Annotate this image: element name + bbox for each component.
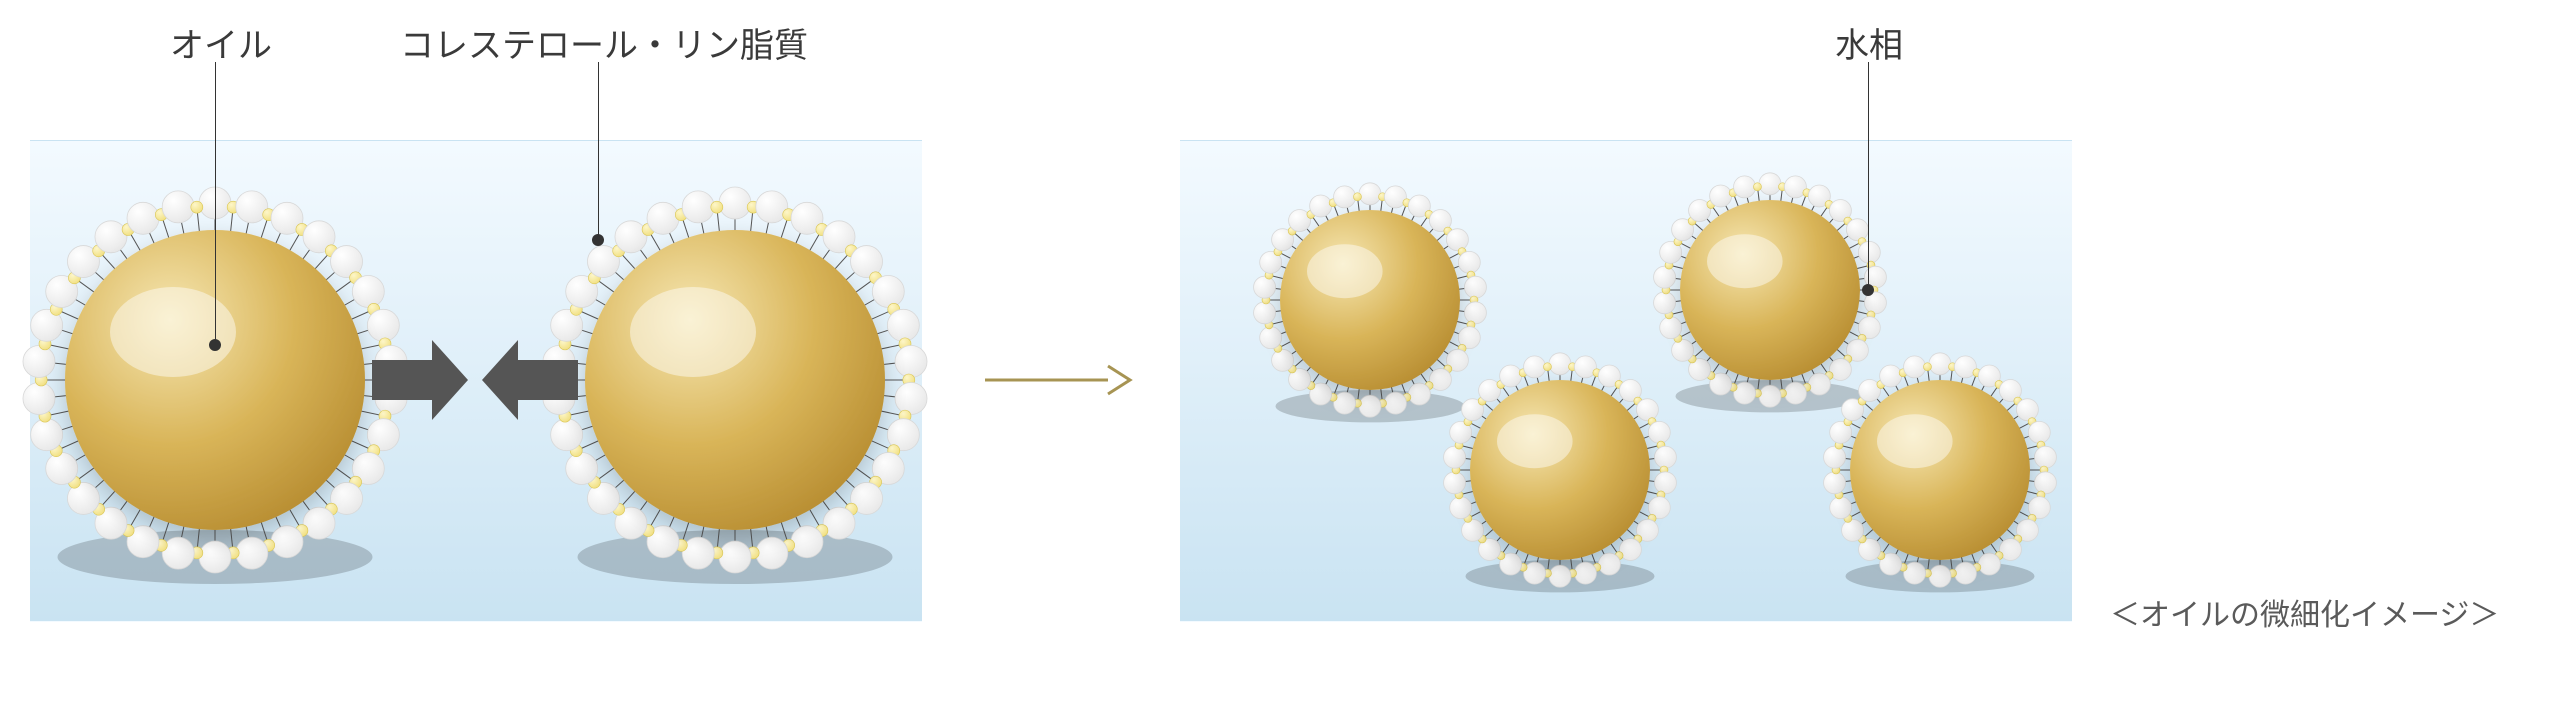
diagram-canvas: オイル コレステロール・リン脂質 水相 ＜オイルの微細化イメージ＞ xyxy=(0,0,2560,715)
droplet-left-1 xyxy=(543,187,927,584)
leader-lipid-dot xyxy=(592,234,604,246)
label-lipid: コレステロール・リン脂質 xyxy=(400,18,808,67)
leader-water-dot xyxy=(1862,284,1874,296)
leader-lipid-line xyxy=(598,62,600,240)
leader-water-line xyxy=(1868,62,1870,290)
droplet-right-0 xyxy=(1254,183,1487,423)
leader-oil-line xyxy=(215,62,217,345)
label-oil: オイル xyxy=(170,18,272,67)
label-water-phase: 水相 xyxy=(1835,18,1903,67)
transition-arrow xyxy=(985,366,1130,394)
droplet-right-1 xyxy=(1444,353,1677,593)
droplet-right-3 xyxy=(1824,353,2057,593)
caption: ＜オイルの微細化イメージ＞ xyxy=(2110,590,2499,634)
leader-oil-dot xyxy=(209,339,221,351)
droplet-right-2 xyxy=(1654,173,1887,413)
